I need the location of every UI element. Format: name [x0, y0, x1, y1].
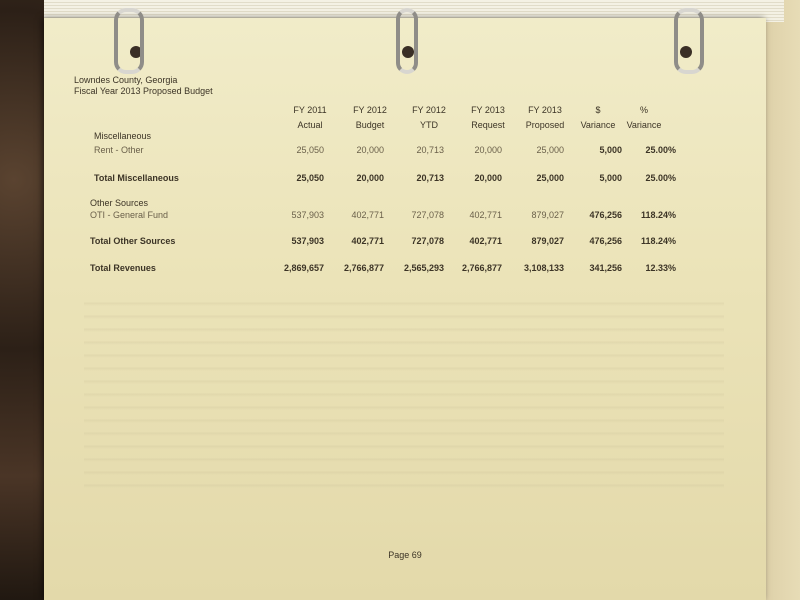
cell-value: 727,078 — [411, 236, 444, 246]
col-header-line2: Request — [471, 120, 505, 130]
cell-value: 5,000 — [599, 173, 622, 183]
cell-value: 476,256 — [589, 236, 622, 246]
cell-value: 20,000 — [474, 145, 502, 155]
document-page: Lowndes County, Georgia Fiscal Year 2013… — [44, 8, 766, 600]
doc-title: Fiscal Year 2013 Proposed Budget — [74, 86, 213, 96]
cell-value: 879,027 — [531, 210, 564, 220]
col-header-line1: FY 2012 — [412, 105, 446, 115]
cell-value: 25,050 — [296, 145, 324, 155]
col-header: FY 2012 YTD — [394, 103, 464, 133]
cell-value: 402,771 — [351, 236, 384, 246]
table-row: Other Sources — [44, 198, 766, 212]
col-header-line1: FY 2013 — [528, 105, 562, 115]
cell-value: 476,256 — [589, 210, 622, 220]
punch-hole — [680, 46, 692, 58]
col-header-line1: $ — [595, 105, 601, 115]
punch-hole — [402, 46, 414, 58]
row-label: Miscellaneous — [94, 131, 152, 141]
cell-value: 5,000 — [599, 145, 622, 155]
page-number: Page 69 — [388, 550, 422, 560]
col-header-line2: YTD — [420, 120, 438, 130]
cell-value: 25,000 — [536, 173, 564, 183]
row-label: Other Sources — [90, 198, 149, 208]
cell-value: 2,565,293 — [403, 263, 444, 273]
cell-value: 20,713 — [416, 173, 444, 183]
col-header: FY 2011 Actual — [275, 103, 345, 133]
cell-value: 2,869,657 — [283, 263, 324, 273]
table-row: Total Miscellaneous 25,050 20,000 20,713 20,… — [44, 173, 766, 187]
cell-value: 25.00% — [645, 173, 676, 183]
table-row: Miscellaneous — [44, 131, 766, 145]
cell-value: 537,903 — [291, 236, 324, 246]
binder-ring — [674, 8, 704, 74]
binder-ring — [396, 8, 418, 74]
col-header-line2: Budget — [355, 120, 385, 130]
cell-value: 25,050 — [296, 173, 324, 183]
cell-value: 25.00% — [645, 145, 676, 155]
punch-hole — [130, 46, 142, 58]
cell-value: 537,903 — [291, 210, 324, 220]
col-header: FY 2013 Proposed — [510, 103, 580, 133]
cell-value: 118.24% — [640, 236, 676, 246]
table-row: Total Other Sources 537,903 402,771 727,078… — [44, 236, 766, 250]
cell-value: 341,256 — [589, 263, 622, 273]
cell-value: 3,108,133 — [523, 263, 564, 273]
cell-value: 402,771 — [469, 210, 502, 220]
table-row: Rent - Other 25,050 20,000 20,713 20,000 25,0… — [44, 145, 766, 159]
bleed-through-text — [84, 293, 724, 493]
org-name: Lowndes County, Georgia — [74, 75, 178, 85]
cell-value: 20,713 — [416, 145, 444, 155]
row-label: Total Miscellaneous — [94, 173, 179, 183]
cell-value: 25,000 — [536, 145, 564, 155]
col-header: $ Variance — [563, 103, 633, 133]
col-header: % Variance — [609, 103, 679, 133]
col-header-line2: Actual — [297, 120, 323, 130]
cell-value: 2,766,877 — [461, 263, 502, 273]
binder-ring — [114, 8, 144, 74]
col-header: FY 2013 Request — [453, 103, 523, 133]
col-header-line2: Variance — [626, 120, 662, 130]
col-header-line1: % — [639, 105, 648, 115]
cell-value: 402,771 — [351, 210, 384, 220]
table-row: Total Revenues 2,869,657 2,766,877 2,565,29… — [44, 263, 766, 277]
col-header-line1: FY 2012 — [353, 105, 387, 115]
table-row: OTI - General Fund 537,903 402,771 727,078 4… — [44, 210, 766, 224]
cell-value: 20,000 — [356, 145, 384, 155]
cell-value: 20,000 — [474, 173, 502, 183]
col-header-line2: Proposed — [525, 120, 565, 130]
col-header-line2: Variance — [580, 120, 616, 130]
row-label: Total Revenues — [90, 263, 156, 273]
row-label: OTI - General Fund — [90, 210, 169, 220]
col-header-line1: FY 2013 — [471, 105, 505, 115]
cell-value: 12.33% — [645, 263, 676, 273]
cell-value: 402,771 — [469, 236, 502, 246]
cell-value: 20,000 — [356, 173, 384, 183]
col-header-line1: FY 2011 — [293, 105, 327, 115]
cell-value: 118.24% — [640, 210, 676, 220]
cell-value: 2,766,877 — [343, 263, 384, 273]
col-header: FY 2012 Budget — [335, 103, 405, 133]
cell-value: 727,078 — [411, 210, 444, 220]
cell-value: 879,027 — [531, 236, 564, 246]
row-label: Total Other Sources — [90, 236, 176, 246]
row-label: Rent - Other — [94, 145, 144, 155]
